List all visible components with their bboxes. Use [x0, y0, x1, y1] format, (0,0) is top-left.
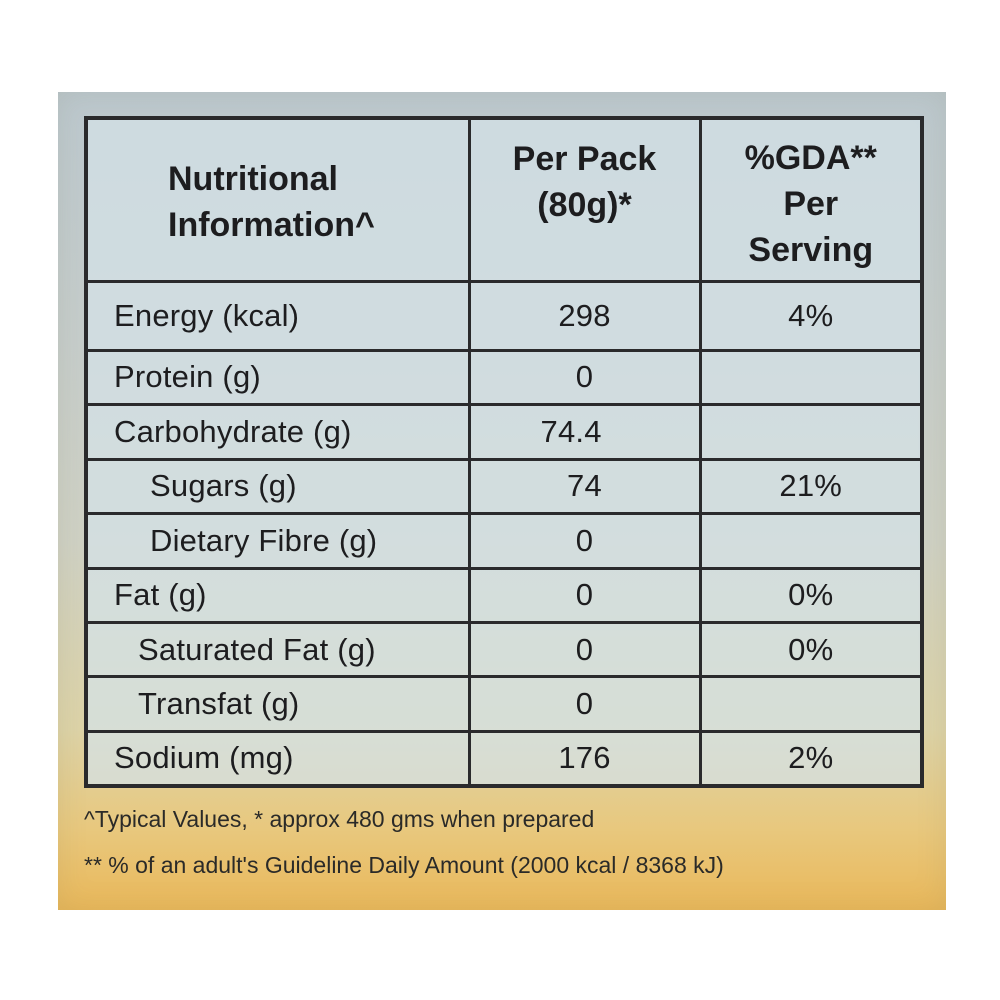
table-row: Sodium (mg) 176 2% [84, 729, 924, 788]
gda-value [698, 512, 924, 570]
per-pack-value: 0 [467, 566, 702, 624]
header-pack-line1: Per Pack [512, 140, 657, 178]
nutrient-name: Protein (g) [84, 348, 471, 407]
header-gda-per-serving: %GDA** Per Serving [698, 116, 924, 283]
table-row: Fat (g) 0 0% [84, 566, 924, 624]
table-row: Sugars (g) 74 21% [84, 457, 924, 516]
nutrient-name: Transfat (g) [84, 675, 471, 733]
header-name-line1: Nutritional [168, 159, 338, 198]
table-row: Carbohydrate (g) 74.4 [84, 403, 924, 461]
per-pack-value: 176 [467, 729, 702, 788]
gda-value [698, 403, 924, 461]
nutrient-name: Saturated Fat (g) [84, 620, 471, 679]
nutrient-name: Carbohydrate (g) [84, 403, 471, 461]
gda-value: 0% [698, 566, 924, 624]
header-gda-line1: %GDA** [744, 138, 877, 177]
header-pack-line2: (80g)* [537, 186, 632, 224]
header-gda-line3: Serving [748, 230, 874, 269]
per-pack-value: 74 [467, 457, 702, 516]
nutrient-name: Dietary Fibre (g) [84, 512, 471, 570]
footnote-typical-values: ^Typical Values, * approx 480 gms when p… [84, 806, 595, 832]
nutrient-name: Energy (kcal) [84, 279, 471, 352]
table-row: Transfat (g) 0 [84, 675, 924, 733]
gda-value: 4% [698, 279, 924, 352]
nutrient-name: Sugars (g) [84, 457, 471, 516]
header-name-line2: Information^ [168, 205, 375, 244]
gda-value: 21% [698, 457, 924, 516]
gda-value [698, 348, 924, 407]
footnote-gda: ** % of an adult's Guideline Daily Amoun… [84, 852, 724, 878]
table-row: Energy (kcal) 298 4% [84, 279, 924, 352]
per-pack-value: 298 [467, 279, 702, 352]
per-pack-value: 0 [467, 512, 702, 570]
nutrition-table: Nutritional Information^ Per Pack (80g)*… [84, 116, 924, 788]
gda-value: 2% [698, 729, 924, 788]
header-per-pack: Per Pack (80g)* [467, 116, 702, 283]
table-row: Saturated Fat (g) 0 0% [84, 620, 924, 679]
per-pack-value: 74.4 [467, 403, 702, 461]
nutrient-name: Fat (g) [84, 566, 471, 624]
table-row: Protein (g) 0 [84, 348, 924, 407]
table-row: Dietary Fibre (g) 0 [84, 512, 924, 570]
header-gda-line2: Per [783, 184, 839, 223]
per-pack-value: 0 [467, 675, 702, 733]
gda-value [698, 675, 924, 733]
per-pack-value: 0 [467, 348, 702, 407]
header-nutritional-information: Nutritional Information^ [84, 116, 471, 283]
nutrient-name: Sodium (mg) [84, 729, 471, 788]
table-header-row: Nutritional Information^ Per Pack (80g)*… [84, 116, 924, 283]
gda-value: 0% [698, 620, 924, 679]
per-pack-value: 0 [467, 620, 702, 679]
